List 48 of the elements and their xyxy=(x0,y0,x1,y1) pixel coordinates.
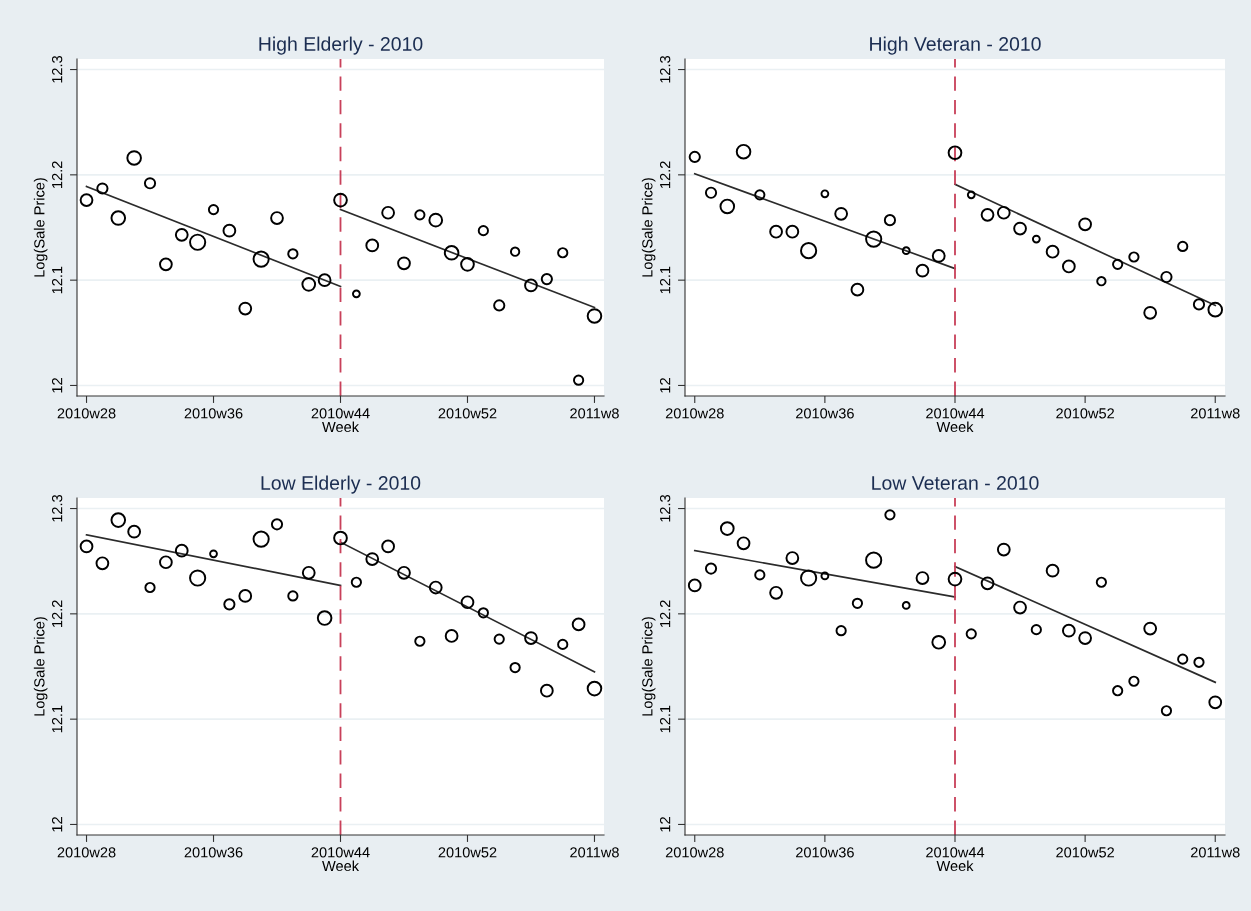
x-tick-label: 2010w44 xyxy=(311,847,370,858)
x-tick-label: 2011w8 xyxy=(1190,847,1240,858)
x-tick-label: 2010w28 xyxy=(665,847,724,858)
chart-title: High Veteran - 2010 xyxy=(870,36,1041,55)
x-tick-label: 2010w52 xyxy=(438,408,497,419)
x-tick-label: 2011w8 xyxy=(570,408,619,419)
y-tick-label: 12.1 xyxy=(659,705,671,733)
y-tick-label: 12.1 xyxy=(51,705,63,733)
y-tick-label: 12 xyxy=(659,817,671,832)
x-tick-label: 2010w28 xyxy=(57,408,116,419)
x-axis-title: Week xyxy=(936,860,974,872)
y-tick-label: 12.3 xyxy=(659,55,671,83)
y-axis-title: Log(Sale Price) xyxy=(641,617,656,716)
x-tick-label: 2010w44 xyxy=(926,408,985,419)
x-axis-title: Week xyxy=(322,421,360,433)
y-tick-label: 12 xyxy=(51,817,63,832)
y-tick-label: 12.2 xyxy=(659,600,671,627)
y-tick-label: 12 xyxy=(51,378,63,393)
x-tick-label: 2010w52 xyxy=(1056,408,1114,419)
y-tick-label: 12.3 xyxy=(51,55,63,83)
y-tick-label: 12.1 xyxy=(659,266,671,294)
y-tick-label: 12.1 xyxy=(51,266,63,294)
x-tick-label: 2010w36 xyxy=(796,847,854,858)
x-tick-label: 2010w36 xyxy=(184,408,243,419)
y-tick-label: 12.2 xyxy=(51,600,63,627)
x-tick-label: 2011w8 xyxy=(1190,408,1240,419)
y-tick-label: 12.2 xyxy=(51,161,63,188)
x-tick-label: 2010w52 xyxy=(438,847,497,858)
x-tick-label: 2010w28 xyxy=(57,847,116,858)
x-tick-label: 2010w52 xyxy=(1056,847,1114,858)
y-tick-label: 12.3 xyxy=(659,494,671,522)
x-tick-label: 2010w36 xyxy=(796,408,854,419)
chart-title: Low Veteran - 2010 xyxy=(872,476,1039,490)
chart-title: Low Elderly - 2010 xyxy=(261,475,421,494)
x-axis-title: Week xyxy=(936,421,974,433)
y-axis-title: Log(Sale Price) xyxy=(641,178,656,277)
x-tick-label: 2010w28 xyxy=(665,408,724,419)
y-tick-label: 12.3 xyxy=(51,494,63,522)
y-tick-label: 12 xyxy=(659,378,671,393)
x-tick-label: 2011w8 xyxy=(570,847,619,858)
chart-title: High Elderly - 2010 xyxy=(259,36,423,55)
x-tick-label: 2010w36 xyxy=(184,847,243,858)
x-axis-title: Week xyxy=(322,860,360,872)
x-tick-label: 2010w44 xyxy=(926,847,985,858)
y-axis-title: Log(Sale Price) xyxy=(33,617,48,716)
y-tick-label: 12.2 xyxy=(659,161,671,188)
x-tick-label: 2010w44 xyxy=(311,408,370,419)
y-axis-title: Log(Sale Price) xyxy=(33,178,48,277)
